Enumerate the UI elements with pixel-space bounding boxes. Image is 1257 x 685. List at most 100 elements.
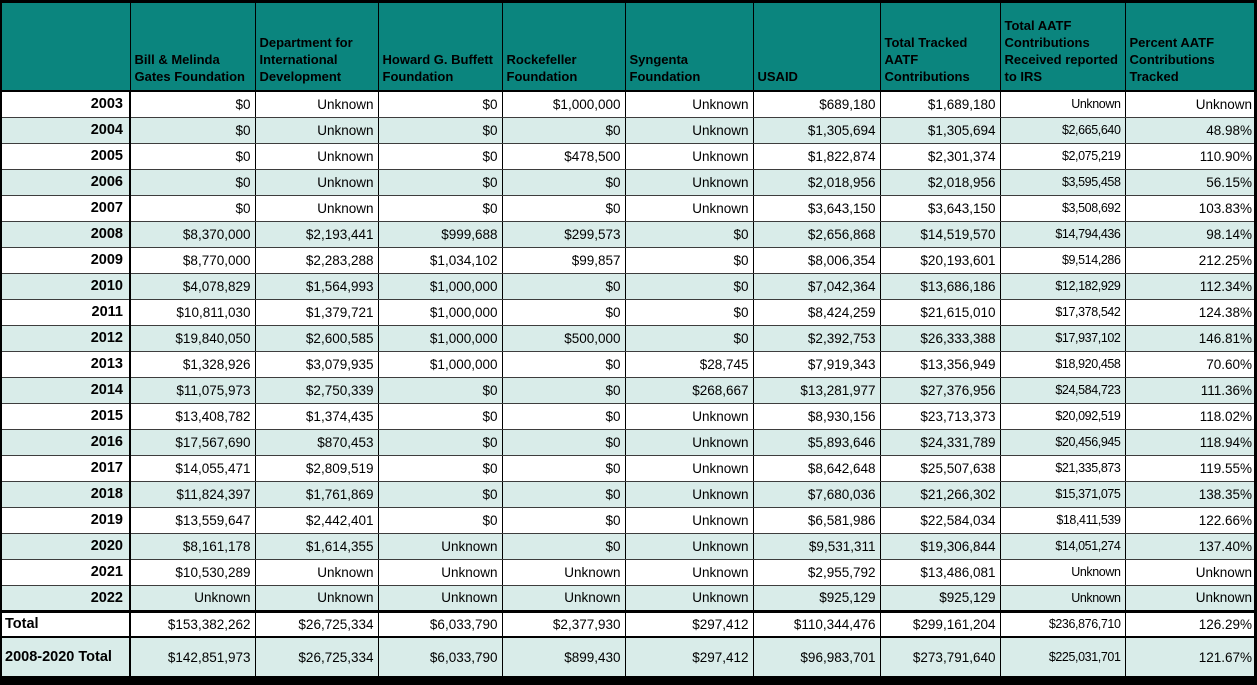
row-label-2021: 2021 — [2, 559, 131, 586]
cell-2022-buffett-foundation: Unknown — [378, 585, 503, 612]
cell-2004-total-tracked-aatf: $1,305,694 — [880, 117, 1001, 144]
cell-2003-dfid: Unknown — [255, 91, 379, 118]
cell-2019-total-tracked-aatf: $22,584,034 — [880, 507, 1001, 534]
cell-2008-irs-reported: $14,794,436 — [1000, 221, 1126, 248]
cell-2019-percent-tracked: 122.66% — [1125, 507, 1254, 534]
cell-total-dfid: $26,725,334 — [255, 609, 379, 638]
row-2003: 2003 $0 Unknown $0 $1,000,000 Unknown $689,180… — [2, 91, 1254, 118]
row-2011: 2011 $10,811,030 $1,379,721 $1,000,000 $0 $0 $… — [2, 299, 1254, 326]
cell-2013-percent-tracked: 70.60% — [1125, 351, 1254, 378]
cell-2008-percent-tracked: 98.14% — [1125, 221, 1254, 248]
table-body: 2003 $0 Unknown $0 $1,000,000 Unknown $689,180… — [2, 91, 1254, 676]
cell-2009-percent-tracked: 212.25% — [1125, 247, 1254, 274]
cell-2004-usaid: $1,305,694 — [753, 117, 881, 144]
cell-2007-dfid: Unknown — [255, 195, 379, 222]
cell-2004-dfid: Unknown — [255, 117, 379, 144]
cell-2011-usaid: $8,424,259 — [753, 299, 881, 326]
cell-2014-dfid: $2,750,339 — [255, 377, 379, 404]
cell-2008-syngenta-foundation: $0 — [625, 221, 754, 248]
cell-2012-buffett-foundation: $1,000,000 — [378, 325, 503, 352]
cell-2003-syngenta-foundation: Unknown — [625, 91, 754, 118]
cell-2019-gates-foundation: $13,559,647 — [130, 507, 256, 534]
cell-2016-gates-foundation: $17,567,690 — [130, 429, 256, 456]
cell-2008-total-tracked-aatf: $14,519,570 — [880, 221, 1001, 248]
cell-2003-total-tracked-aatf: $1,689,180 — [880, 91, 1001, 118]
row-2021: 2021 $10,530,289 Unknown Unknown Unknown Unkn… — [2, 559, 1254, 586]
cell-2009-rockefeller-foundation: $99,857 — [502, 247, 626, 274]
column-header-rockefeller-foundation: Rockefeller Foundation — [502, 3, 626, 92]
cell-2015-dfid: $1,374,435 — [255, 403, 379, 430]
cell-2020-dfid: $1,614,355 — [255, 533, 379, 560]
cell-total-syngenta-foundation: $297,412 — [625, 609, 754, 638]
row-2016: 2016 $17,567,690 $870,453 $0 $0 Unknown $5,893… — [2, 429, 1254, 456]
cell-2006-syngenta-foundation: Unknown — [625, 169, 754, 196]
cell-2022-rockefeller-foundation: Unknown — [502, 585, 626, 612]
cell-2005-irs-reported: $2,075,219 — [1000, 143, 1126, 170]
cell-2015-irs-reported: $20,092,519 — [1000, 403, 1126, 430]
cell-2017-dfid: $2,809,519 — [255, 455, 379, 482]
cell-2009-irs-reported: $9,514,286 — [1000, 247, 1126, 274]
cell-2017-percent-tracked: 119.55% — [1125, 455, 1254, 482]
row-2005: 2005 $0 Unknown $0 $478,500 Unknown $1,822,874… — [2, 143, 1254, 170]
cell-2022-total-tracked-aatf: $925,129 — [880, 585, 1001, 612]
cell-2008-2020-total-total-tracked-aatf: $273,791,640 — [880, 637, 1001, 676]
cell-total-gates-foundation: $153,382,262 — [130, 609, 256, 638]
cell-2021-irs-reported: Unknown — [1000, 559, 1126, 586]
cell-2017-rockefeller-foundation: $0 — [502, 455, 626, 482]
cell-2019-usaid: $6,581,986 — [753, 507, 881, 534]
cell-2004-rockefeller-foundation: $0 — [502, 117, 626, 144]
cell-2018-buffett-foundation: $0 — [378, 481, 503, 508]
cell-2015-syngenta-foundation: Unknown — [625, 403, 754, 430]
cell-2008-2020-total-syngenta-foundation: $297,412 — [625, 637, 754, 676]
row-2014: 2014 $11,075,973 $2,750,339 $0 $0 $268,667 $13… — [2, 377, 1254, 404]
cell-2020-rockefeller-foundation: $0 — [502, 533, 626, 560]
cell-2007-gates-foundation: $0 — [130, 195, 256, 222]
row-label-2016: 2016 — [2, 429, 131, 456]
cell-2004-irs-reported: $2,665,640 — [1000, 117, 1126, 144]
table-header: Bill & Melinda Gates Foundation Departmen… — [2, 3, 1254, 92]
row-2009: 2009 $8,770,000 $2,283,288 $1,034,102 $99,85… — [2, 247, 1254, 274]
cell-2003-usaid: $689,180 — [753, 91, 881, 118]
cell-2005-usaid: $1,822,874 — [753, 143, 881, 170]
cell-2016-usaid: $5,893,646 — [753, 429, 881, 456]
cell-2012-gates-foundation: $19,840,050 — [130, 325, 256, 352]
cell-2014-irs-reported: $24,584,723 — [1000, 377, 1126, 404]
cell-2009-buffett-foundation: $1,034,102 — [378, 247, 503, 274]
cell-2010-dfid: $1,564,993 — [255, 273, 379, 300]
cell-2022-irs-reported: Unknown — [1000, 585, 1126, 612]
cell-2021-usaid: $2,955,792 — [753, 559, 881, 586]
cell-total-irs-reported: $236,876,710 — [1000, 609, 1126, 638]
row-label-2018: 2018 — [2, 481, 131, 508]
cell-2009-dfid: $2,283,288 — [255, 247, 379, 274]
cell-2010-gates-foundation: $4,078,829 — [130, 273, 256, 300]
cell-2017-gates-foundation: $14,055,471 — [130, 455, 256, 482]
cell-2018-syngenta-foundation: Unknown — [625, 481, 754, 508]
row-label-2005: 2005 — [2, 143, 131, 170]
cell-2022-dfid: Unknown — [255, 585, 379, 612]
cell-2019-buffett-foundation: $0 — [378, 507, 503, 534]
cell-2007-percent-tracked: 103.83% — [1125, 195, 1254, 222]
cell-2010-rockefeller-foundation: $0 — [502, 273, 626, 300]
cell-2007-rockefeller-foundation: $0 — [502, 195, 626, 222]
column-header-dfid: Department for International Development — [255, 3, 379, 92]
row-label-2019: 2019 — [2, 507, 131, 534]
cell-2010-buffett-foundation: $1,000,000 — [378, 273, 503, 300]
cell-2017-buffett-foundation: $0 — [378, 455, 503, 482]
cell-2009-usaid: $8,006,354 — [753, 247, 881, 274]
cell-2012-dfid: $2,600,585 — [255, 325, 379, 352]
cell-2015-rockefeller-foundation: $0 — [502, 403, 626, 430]
cell-2012-irs-reported: $17,937,102 — [1000, 325, 1126, 352]
cell-2011-irs-reported: $17,378,542 — [1000, 299, 1126, 326]
cell-2007-total-tracked-aatf: $3,643,150 — [880, 195, 1001, 222]
cell-2021-gates-foundation: $10,530,289 — [130, 559, 256, 586]
cell-2021-syngenta-foundation: Unknown — [625, 559, 754, 586]
cell-2014-rockefeller-foundation: $0 — [502, 377, 626, 404]
cell-2013-dfid: $3,079,935 — [255, 351, 379, 378]
cell-2011-rockefeller-foundation: $0 — [502, 299, 626, 326]
header-row: Bill & Melinda Gates Foundation Departmen… — [2, 3, 1254, 92]
cell-2011-total-tracked-aatf: $21,615,010 — [880, 299, 1001, 326]
cell-2013-buffett-foundation: $1,000,000 — [378, 351, 503, 378]
cell-2010-percent-tracked: 112.34% — [1125, 273, 1254, 300]
cell-2012-syngenta-foundation: $0 — [625, 325, 754, 352]
